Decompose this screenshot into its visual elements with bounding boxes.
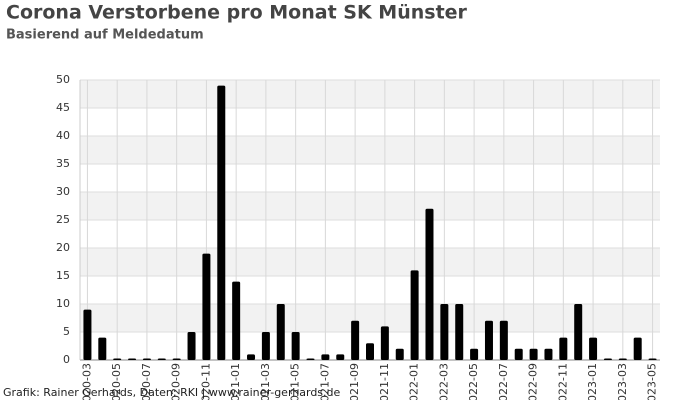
bar xyxy=(574,304,583,360)
x-tick-label: 2021-01 xyxy=(229,363,242,400)
y-tick-label: 40 xyxy=(56,129,70,142)
bar xyxy=(202,253,211,360)
x-tick-label: 2022-01 xyxy=(408,363,421,400)
bar xyxy=(113,358,122,360)
bar xyxy=(603,358,612,360)
bar xyxy=(648,358,657,360)
grid-band xyxy=(80,248,660,276)
grid-band xyxy=(80,304,660,332)
x-tick-label: 2022-09 xyxy=(527,363,540,400)
x-tick-label: 2023-01 xyxy=(586,363,599,400)
bar xyxy=(589,337,598,360)
bar xyxy=(83,309,92,360)
y-tick-label: 15 xyxy=(56,269,70,282)
bar xyxy=(633,337,642,360)
bar xyxy=(529,348,538,360)
x-tick-label: 2022-07 xyxy=(497,363,510,400)
grid-band xyxy=(80,192,660,220)
x-tick-label: 2023-05 xyxy=(646,363,659,400)
chart-subtitle: Basierend auf Meldedatum xyxy=(6,28,204,43)
bar xyxy=(544,348,553,360)
bar xyxy=(351,320,360,360)
x-tick-label: 2021-09 xyxy=(348,363,361,400)
x-tick-label: 2023-03 xyxy=(616,363,629,400)
y-tick-label: 45 xyxy=(56,101,70,114)
y-tick-label: 30 xyxy=(56,185,70,198)
bar xyxy=(395,348,404,360)
x-tick-label: 2022-05 xyxy=(467,363,480,400)
plot-area: 0 5 10 15 20 25 30 35 40 45 50 2020-03 2020-05 2020-0… xyxy=(56,73,660,400)
bar xyxy=(128,358,137,360)
bar xyxy=(321,354,330,360)
grid-band xyxy=(80,136,660,164)
x-tick-label: 2021-11 xyxy=(378,363,391,400)
chart-title: Corona Verstorbene pro Monat SK Münster xyxy=(6,2,468,24)
bar xyxy=(559,337,568,360)
y-tick-label: 20 xyxy=(56,241,70,254)
y-tick-label: 0 xyxy=(63,353,70,366)
bar xyxy=(172,358,181,360)
bar xyxy=(98,337,107,360)
bar xyxy=(336,354,345,360)
source-note: Grafik: Rainer Gerhards, Daten: RKI | ww… xyxy=(3,386,341,399)
x-tick-label: 2021-07 xyxy=(318,363,331,400)
bar xyxy=(380,326,389,360)
bar xyxy=(306,358,315,360)
bar xyxy=(366,343,374,360)
y-tick-label: 35 xyxy=(56,157,70,170)
y-tick-label: 25 xyxy=(56,213,70,226)
x-tick-label: 2022-03 xyxy=(437,363,450,400)
x-tick-label: 2022-11 xyxy=(556,363,569,400)
grid-band xyxy=(80,80,660,108)
x-tick-label: 2020-03 xyxy=(80,363,93,400)
bar xyxy=(247,354,256,360)
x-tick-label: 2021-05 xyxy=(289,363,302,400)
bar xyxy=(425,208,434,360)
bar xyxy=(187,332,196,360)
bar xyxy=(276,304,285,360)
x-tick-label: 2021-03 xyxy=(259,363,272,400)
bar xyxy=(142,358,151,360)
bar xyxy=(455,304,464,360)
x-tick-label: 2020-07 xyxy=(140,363,153,400)
bar xyxy=(410,270,419,360)
bar xyxy=(157,358,166,360)
bar xyxy=(499,320,508,360)
bar xyxy=(484,320,493,360)
y-tick-label: 5 xyxy=(63,325,70,338)
y-tick-label: 10 xyxy=(56,297,70,310)
y-tick-label: 50 xyxy=(56,73,70,86)
x-tick-label: 2020-05 xyxy=(110,363,123,400)
bar xyxy=(261,332,270,360)
x-tick-label: 2020-11 xyxy=(199,363,212,400)
bar xyxy=(217,85,226,360)
bar xyxy=(440,304,449,360)
bar xyxy=(291,332,300,360)
bar xyxy=(514,348,523,360)
bar xyxy=(618,358,627,360)
x-tick-label: 2020-09 xyxy=(170,363,183,400)
bar xyxy=(470,348,479,360)
bar xyxy=(232,281,241,360)
